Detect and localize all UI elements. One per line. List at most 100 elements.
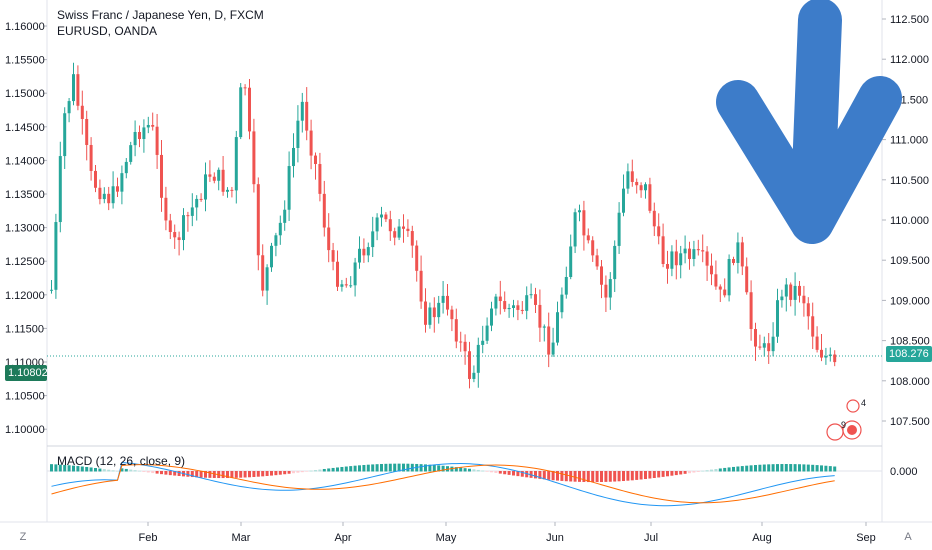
time-tick-label: Jun: [546, 532, 564, 544]
candle-body: [806, 303, 810, 317]
macd-histogram-bar: [762, 464, 766, 472]
candle-body: [468, 351, 471, 379]
macd-histogram-bar: [652, 471, 656, 479]
candle-body: [833, 354, 837, 363]
candle-body: [314, 155, 317, 165]
candle-body: [820, 349, 823, 358]
candle-body: [190, 207, 194, 216]
macd-pane[interactable]: [47, 461, 882, 507]
candle-body: [116, 186, 119, 192]
macd-histogram-bar: [239, 471, 243, 478]
candle-body: [375, 217, 379, 232]
candle-body: [204, 174, 207, 200]
macd-histogram-bar: [116, 470, 119, 472]
candle-body: [397, 226, 401, 238]
macd-histogram-bar: [485, 471, 489, 472]
candle-body: [164, 197, 168, 221]
candle-body: [780, 296, 784, 301]
candle-body: [754, 329, 757, 347]
macd-histogram-bar: [776, 464, 779, 472]
left-tick-label: 1.14000: [5, 155, 45, 167]
right-tick-label: 112.500: [890, 14, 929, 26]
candle-body: [714, 274, 718, 287]
candle-body: [644, 184, 647, 191]
candle-body: [186, 215, 190, 217]
macd-histogram-bar: [705, 470, 709, 472]
macd-histogram-bar: [270, 471, 273, 476]
candle-body: [793, 285, 797, 300]
right-price-axis[interactable]: 112.500112.000111.500111.000110.500110.0…: [882, 14, 930, 478]
macd-indicator-label[interactable]: MACD (12, 26, close, 9): [57, 454, 186, 468]
macd-histogram-bar: [226, 471, 229, 479]
candle-body: [226, 189, 229, 192]
candle-body: [217, 169, 221, 181]
macd-histogram-bar: [230, 471, 234, 478]
macd-histogram-bar: [617, 471, 621, 482]
zoom-button[interactable]: Z: [19, 531, 27, 543]
macd-histogram-bar: [160, 471, 163, 475]
macd-histogram-bar: [98, 468, 102, 472]
candle-body: [503, 301, 507, 310]
macd-histogram-bar: [406, 463, 410, 472]
macd-histogram-bar: [793, 464, 797, 472]
candle-body: [160, 154, 163, 198]
macd-histogram-bar: [828, 466, 832, 472]
candle-body: [683, 248, 687, 254]
time-axis[interactable]: Feb Mar Apr May Jun Jul Aug Sep: [139, 522, 876, 544]
macd-histogram-bar: [212, 471, 216, 478]
macd-histogram-bar: [388, 463, 392, 472]
down-arrow-drawing[interactable]: [716, 0, 902, 244]
candle-body: [278, 222, 282, 236]
macd-histogram-bar: [595, 471, 599, 483]
macd-histogram-bar: [133, 470, 137, 472]
right-tick-label: 108.500: [890, 336, 930, 348]
left-price-axis[interactable]: 1.16000 1.15500 1.15000 1.14500 1.14000 1.135…: [5, 21, 47, 436]
left-tick-label: 1.12000: [5, 290, 45, 302]
candle-body: [688, 248, 691, 259]
macd-histogram-bar: [723, 467, 727, 472]
right-tick-label: 110.000: [890, 215, 929, 227]
macd-histogram-bar: [811, 464, 815, 472]
macd-histogram-bar: [815, 465, 819, 472]
macd-histogram-bar: [806, 464, 810, 472]
event-badge[interactable]: [846, 399, 860, 413]
candle-body: [604, 284, 608, 298]
macd-histogram-bar: [278, 471, 282, 475]
event-badges[interactable]: 4 9: [826, 398, 866, 441]
candle-body: [608, 279, 612, 298]
symbol-title[interactable]: Swiss Franc / Japanese Yen, D, FXCM: [57, 8, 264, 22]
compare-symbol-label[interactable]: EURUSD, OANDA: [57, 24, 158, 38]
right-tick-label: 109.500: [890, 255, 930, 267]
macd-histogram-bar: [248, 471, 251, 478]
macd-histogram-bar: [454, 467, 458, 472]
time-tick-label: Mar: [232, 532, 251, 544]
candle-body: [384, 214, 388, 220]
macd-histogram-bar: [600, 471, 603, 482]
left-current-price-tag: 1.10802: [5, 365, 48, 381]
candle-body: [129, 145, 133, 162]
candle-body: [626, 171, 630, 189]
candle-body: [547, 326, 551, 355]
candle-body: [718, 286, 722, 290]
macd-histogram-bar: [384, 463, 388, 472]
badge-count-9: 9: [841, 420, 846, 430]
candle-body: [142, 127, 146, 140]
macd-histogram-bar: [358, 465, 361, 472]
macd-histogram-bar: [498, 471, 502, 474]
macd-histogram-bar: [604, 471, 608, 482]
right-tick-label: 112.000: [890, 54, 929, 66]
candlestick-series[interactable]: [50, 62, 837, 389]
candle-body: [111, 186, 115, 204]
macd-histogram-bar: [758, 464, 762, 472]
candle-body: [564, 276, 568, 295]
candle-body: [666, 264, 669, 269]
signal-line: [51, 464, 835, 504]
macd-histogram-bar: [666, 471, 669, 477]
candle-body: [402, 226, 405, 229]
candle-body: [573, 212, 577, 247]
candle-body: [327, 227, 331, 251]
macd-histogram-bar: [432, 464, 436, 472]
macd-histogram-bar: [437, 465, 441, 472]
auto-scale-button[interactable]: A: [904, 531, 912, 543]
